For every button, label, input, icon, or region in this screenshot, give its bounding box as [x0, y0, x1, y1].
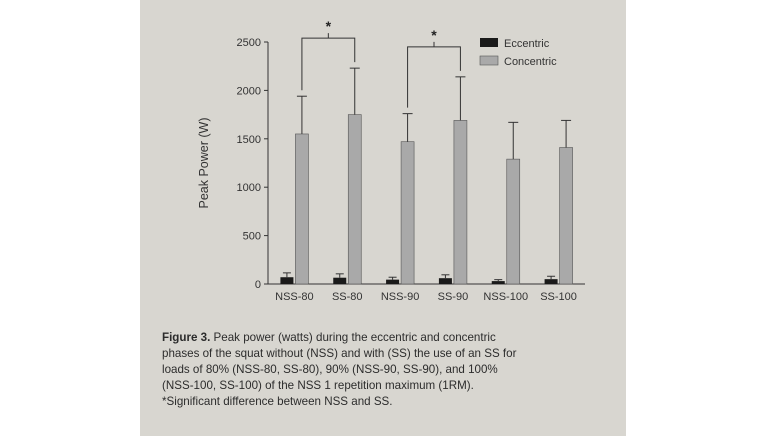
x-tick-label: NSS-100 — [483, 291, 528, 303]
legend-swatch-concentric — [479, 55, 499, 66]
bar-eccentric — [386, 279, 400, 284]
caption-label: Figure 3. — [162, 331, 211, 344]
bar-eccentric — [438, 278, 452, 284]
y-tick-label: 1000 — [237, 182, 261, 194]
x-tick-label: SS-90 — [438, 291, 469, 303]
x-tick-label: SS-80 — [332, 291, 363, 303]
bar-concentric — [295, 133, 309, 285]
bar-eccentric — [280, 277, 294, 284]
bar-concentric — [347, 114, 362, 285]
x-tick-label: SS-100 — [540, 291, 577, 303]
bar-eccentric — [333, 277, 347, 284]
bar-concentric — [453, 120, 468, 285]
y-tick-label: 0 — [255, 279, 261, 291]
caption-line: *Significant difference between NSS and … — [162, 395, 393, 408]
significance-marker: * — [326, 18, 332, 34]
caption-line: Peak power (watts) during the eccentric … — [210, 331, 496, 344]
y-tick-label: 1500 — [237, 134, 261, 146]
caption-line: (NSS-100, SS-100) of the NSS 1 repetitio… — [162, 379, 474, 392]
y-tick-label: 2500 — [237, 37, 261, 49]
figure-page: 0 500 1000 1500 2000 2500 Peak Power (W) NSS-80… — [140, 0, 626, 436]
bar-concentric — [400, 141, 415, 285]
bar-eccentric — [544, 279, 558, 284]
bar-eccentric — [491, 281, 505, 284]
y-axis-label: Peak Power (W) — [197, 118, 211, 209]
y-tick-label: 500 — [243, 231, 261, 243]
caption-line: phases of the squat without (NSS) and wi… — [162, 347, 517, 360]
legend-label-concentric: Concentric — [504, 56, 557, 68]
caption-line: loads of 80% (NSS-80, SS-80), 90% (NSS-9… — [162, 363, 498, 376]
bar-chart: 0 500 1000 1500 2000 2500 Peak Power (W) NSS-80… — [197, 18, 585, 303]
figure-caption: Figure 3. Peak power (watts) during the … — [162, 330, 602, 410]
legend-swatch-eccentric — [480, 38, 498, 47]
significance-marker: * — [431, 27, 437, 43]
x-tick-label: NSS-90 — [381, 291, 420, 303]
legend-label-eccentric: Eccentric — [504, 38, 550, 50]
x-tick-label: NSS-80 — [275, 291, 314, 303]
bar-concentric — [559, 147, 573, 285]
bar-concentric — [506, 158, 521, 285]
y-tick-label: 2000 — [237, 85, 261, 97]
significance-bracket — [301, 37, 356, 91]
significance-bracket — [407, 46, 461, 108]
